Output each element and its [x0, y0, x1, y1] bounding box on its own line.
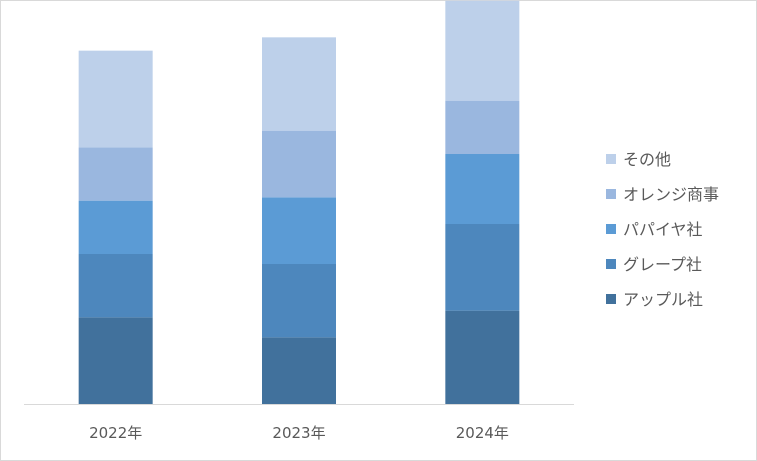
- legend-label: グレープ社: [623, 255, 702, 274]
- bar-segment-4-1: [262, 37, 336, 131]
- x-tick-label: 2022年: [89, 424, 142, 442]
- bar-segment-0-1: [262, 337, 336, 404]
- x-tick-label: 2024年: [456, 424, 509, 442]
- legend-label: オレンジ商事: [623, 185, 719, 204]
- legend-item: アップル社: [606, 290, 703, 309]
- bar-segment-2-0: [78, 200, 153, 254]
- legend-label: その他: [623, 150, 671, 169]
- bar-segment-3-0: [78, 147, 153, 201]
- bar-segment-0-2: [445, 310, 520, 404]
- bar-segment-2-1: [262, 197, 336, 264]
- bar-segment-4-2: [445, 0, 520, 101]
- legend-item: パパイヤ社: [606, 220, 703, 239]
- bar-segment-4-0: [78, 50, 153, 148]
- legend-label: アップル社: [623, 290, 703, 309]
- legend-swatch: [606, 189, 616, 199]
- legend-item: オレンジ商事: [606, 185, 719, 204]
- bar-segment-0-0: [78, 317, 153, 404]
- bars-layer: [78, 0, 520, 404]
- x-tick-label: 2023年: [272, 424, 325, 442]
- bar-segment-3-1: [262, 130, 336, 198]
- bar-segment-2-2: [445, 154, 520, 224]
- x-axis-tick-labels: 2022年 2023年 2024年: [89, 424, 509, 442]
- bar-segment-1-2: [445, 224, 520, 311]
- legend-item: グレープ社: [606, 255, 702, 274]
- legend-swatch: [606, 294, 616, 304]
- legend-swatch: [606, 154, 616, 164]
- legend-item: その他: [606, 150, 671, 169]
- bar-segment-3-2: [445, 100, 520, 154]
- legend-swatch: [606, 224, 616, 234]
- legend-swatch: [606, 259, 616, 269]
- legend-label: パパイヤ社: [623, 220, 703, 239]
- bar-segment-1-0: [78, 254, 153, 318]
- bar-segment-1-1: [262, 264, 336, 338]
